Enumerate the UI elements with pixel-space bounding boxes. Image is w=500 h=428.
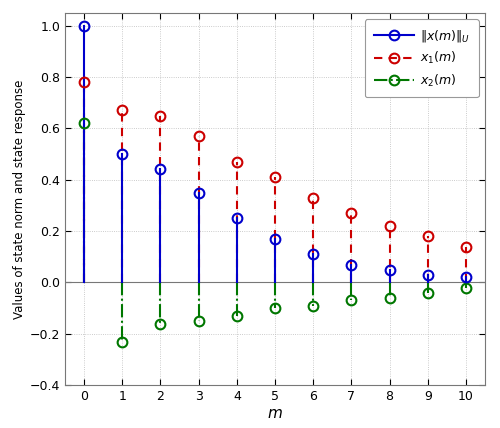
Y-axis label: Values of state norm and state response: Values of state norm and state response: [12, 79, 26, 319]
Legend: $\Vert x(m)\Vert _U$, $x_1(m)$, $x_2(m)$: $\Vert x(m)\Vert _U$, $x_1(m)$, $x_2(m)$: [365, 19, 479, 97]
X-axis label: m: m: [268, 406, 282, 421]
